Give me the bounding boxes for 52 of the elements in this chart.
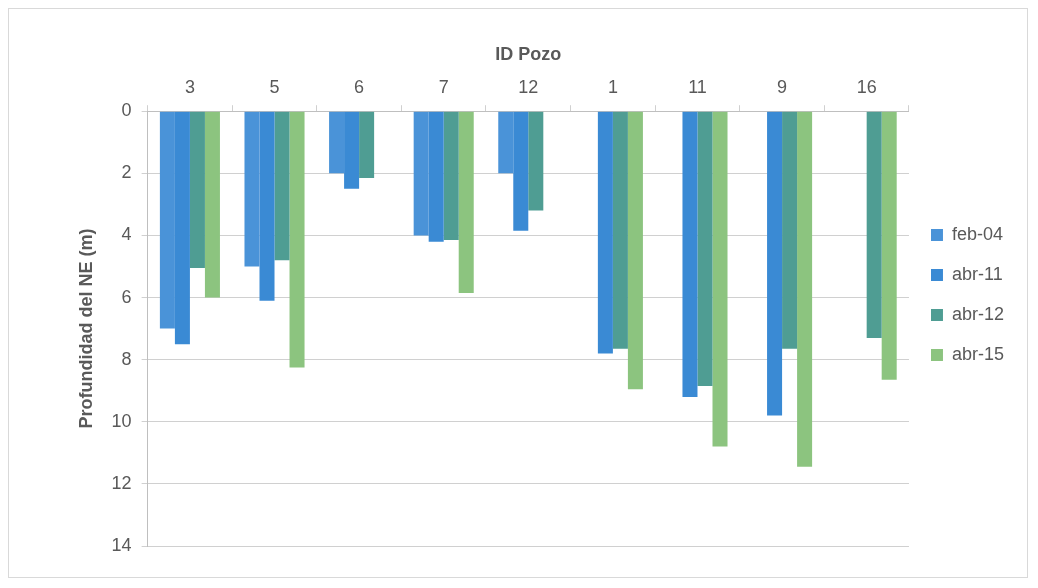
x-tick-label: 6 [354, 77, 365, 98]
x-axis-title: ID Pozo [495, 43, 562, 64]
x-tick-label: 12 [518, 77, 539, 98]
bar [274, 111, 290, 261]
bar [881, 111, 897, 380]
bar [797, 111, 813, 467]
legend-label: abr-15 [951, 343, 1004, 364]
bar [443, 111, 459, 241]
bar [697, 111, 713, 387]
bar [513, 111, 529, 231]
bar [359, 111, 375, 178]
bar [174, 111, 190, 345]
bar [344, 111, 360, 189]
bar [782, 111, 798, 349]
x-tick-label: 5 [269, 77, 280, 98]
legend-label: abr-12 [951, 303, 1004, 324]
bar [259, 111, 275, 301]
bar [498, 111, 514, 174]
bar [627, 111, 643, 390]
y-tick-label: 0 [121, 100, 132, 121]
x-tick-label: 11 [688, 77, 707, 98]
y-axis-title: Profundidad del NE (m) [75, 228, 96, 429]
bar [244, 111, 260, 267]
bar [612, 111, 628, 349]
y-tick-label: 2 [121, 162, 132, 183]
x-tick-label: 1 [607, 77, 618, 98]
y-tick-label: 4 [121, 224, 132, 245]
bar [159, 111, 175, 329]
bar [413, 111, 429, 236]
y-tick-label: 10 [111, 410, 132, 431]
bar [189, 111, 205, 269]
y-tick-label: 8 [121, 348, 132, 369]
x-tick-label: 7 [438, 77, 449, 98]
legend-label: abr-11 [951, 263, 1003, 284]
bar [682, 111, 698, 397]
bar [712, 111, 728, 447]
bar [528, 111, 544, 211]
bar [767, 111, 783, 416]
y-tick-label: 14 [111, 534, 132, 555]
bar [597, 111, 613, 354]
legend-label: feb-04 [951, 223, 1004, 244]
bar [866, 111, 882, 338]
bar [289, 111, 305, 368]
bar [204, 111, 220, 298]
x-tick-label: 3 [184, 77, 195, 98]
y-tick-label: 6 [121, 286, 132, 307]
x-tick-label: 16 [856, 77, 877, 98]
x-tick-label: 9 [777, 77, 788, 98]
bar [329, 111, 345, 174]
bar [428, 111, 444, 242]
y-tick-label: 12 [111, 472, 132, 493]
bar [458, 111, 474, 293]
